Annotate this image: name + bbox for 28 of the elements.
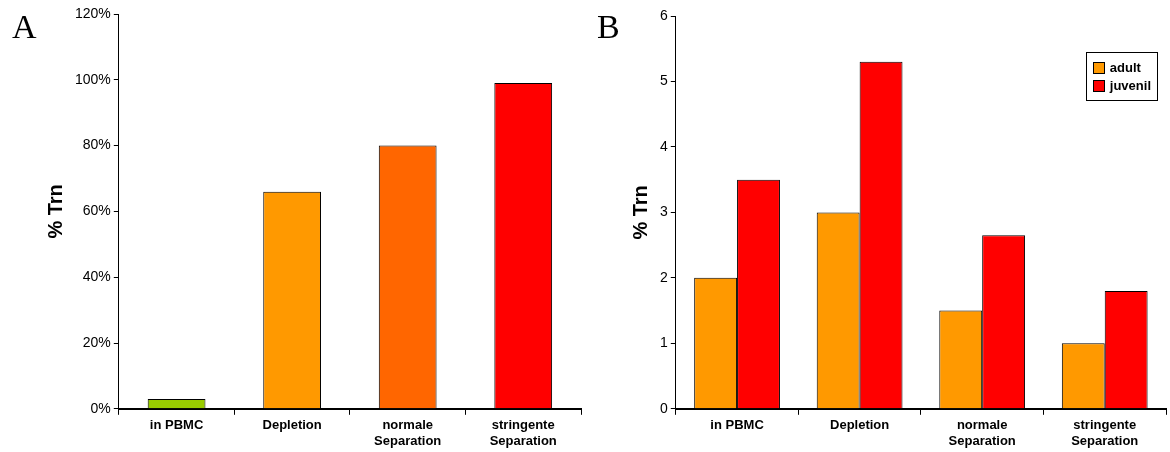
y-tick-label: 3: [659, 203, 668, 220]
x-tick-label: in PBMC: [149, 417, 204, 433]
x-tick-label: Depletion: [262, 417, 322, 433]
y-tick-label: 80%: [82, 136, 111, 153]
x-tick-label: normale Separation: [948, 417, 1016, 448]
text: B: [597, 8, 620, 46]
legend-label: adult: [1109, 60, 1141, 75]
y-tick-label: 2: [659, 268, 668, 285]
y-tick-label: 0: [659, 399, 668, 416]
y-tick-label: 0%: [90, 399, 111, 416]
legend-label: juvenil: [1109, 78, 1151, 93]
y-tick-label: 1: [659, 334, 668, 351]
x-tick-label: Depletion: [830, 417, 890, 433]
y-tick-label: 100%: [74, 70, 111, 87]
y-tick-label: 120%: [74, 4, 111, 21]
y-tick-label: 5: [659, 72, 668, 89]
y-axis-title: % Trn: [43, 184, 66, 239]
y-axis-title: % Trn: [628, 185, 651, 240]
x-tick-label: in PBMC: [710, 417, 765, 433]
y-tick-label: 6: [659, 6, 668, 23]
x-tick-label: stringente Separation: [1071, 417, 1139, 448]
y-tick-label: 60%: [82, 202, 111, 219]
y-tick-label: 4: [659, 137, 668, 154]
y-tick-label: 40%: [82, 268, 111, 285]
x-tick-label: normale Separation: [374, 417, 442, 448]
text: A: [12, 8, 37, 46]
y-tick-label: 20%: [82, 333, 111, 350]
x-tick-label: stringente Separation: [489, 417, 557, 448]
